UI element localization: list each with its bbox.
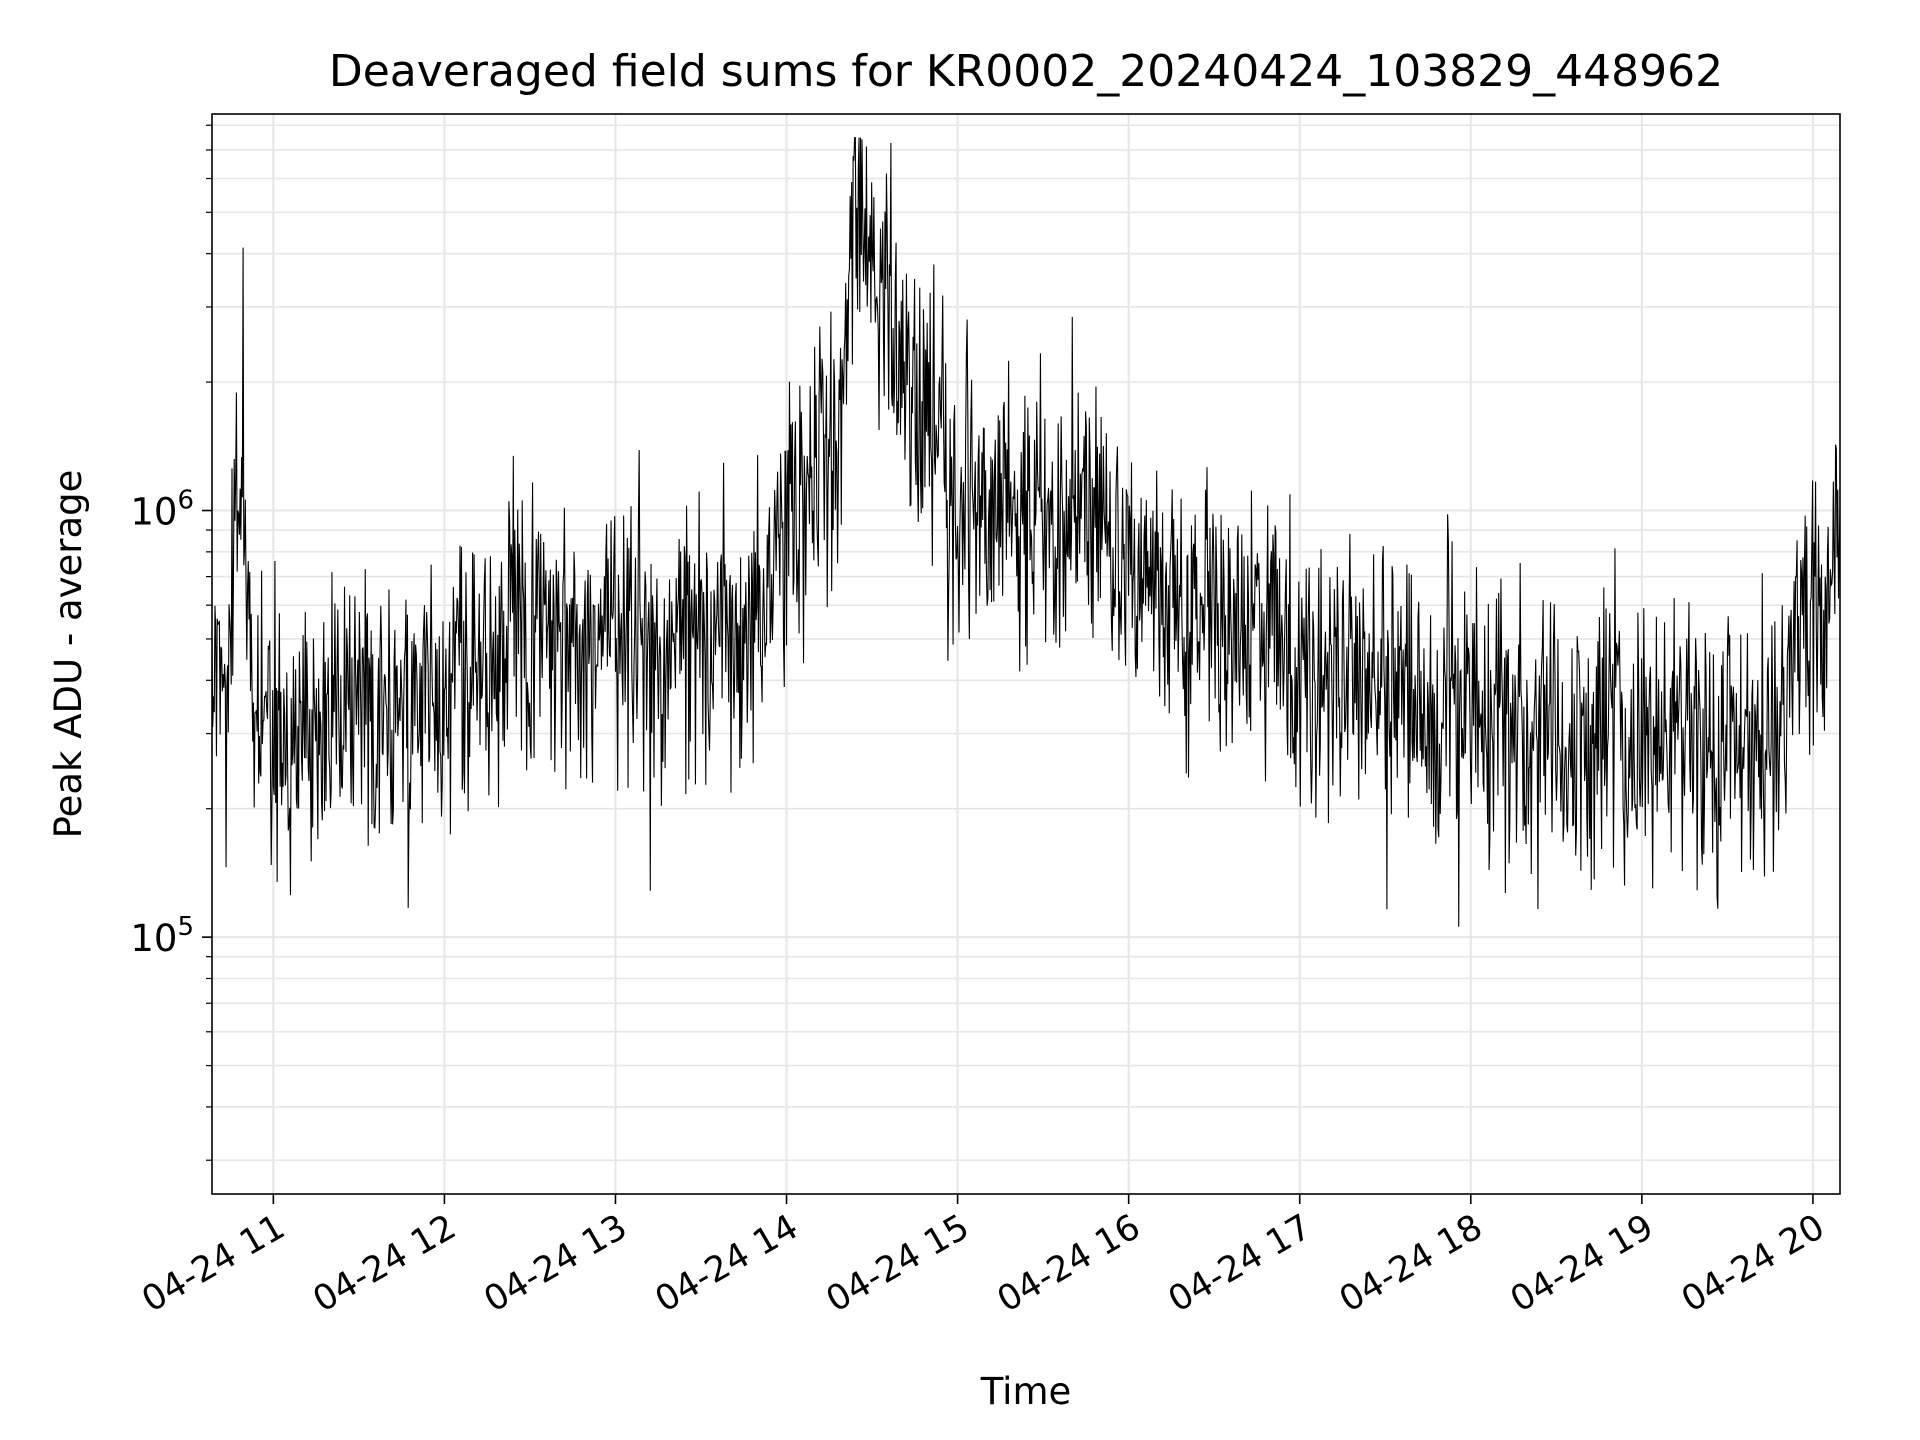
y-tick-label: 106 (130, 486, 194, 534)
data-series (211, 137, 1841, 927)
y-axis-ticks: 105 106 (130, 124, 212, 1161)
chart-title: Deaveraged field sums for KR0002_2024042… (329, 46, 1723, 97)
data-line (211, 137, 1841, 927)
y-axis-label: Peak ADU - average (47, 470, 90, 839)
x-axis-label: Time (980, 1370, 1072, 1413)
y-tick-label: 105 (130, 912, 194, 960)
plot-frame (211, 113, 1841, 1195)
